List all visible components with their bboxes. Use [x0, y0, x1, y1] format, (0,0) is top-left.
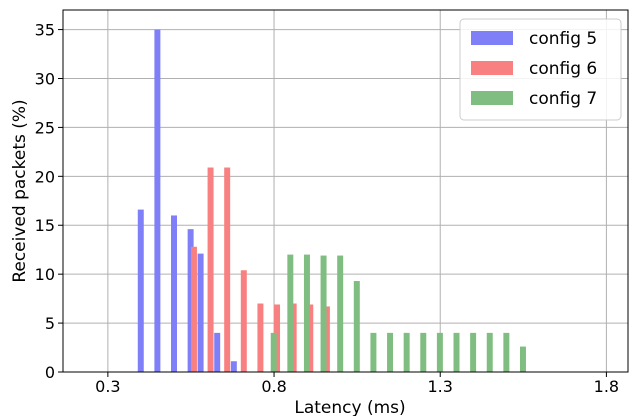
bar-series-2: [323, 306, 330, 372]
y-tick-label: 20: [35, 167, 55, 186]
bar-series-3: [486, 332, 493, 372]
x-axis-label: Latency (ms): [294, 398, 405, 416]
plot-frame: [62, 9, 629, 373]
bars: [137, 29, 526, 373]
axis-ticks: 0.3 0.8 1.3 1.8 0 5 10 15 20 25 30 35: [35, 21, 619, 396]
bar-series-2: [274, 304, 281, 372]
bar-series-3: [270, 332, 277, 372]
bar-series-1: [171, 215, 177, 372]
x-tick-label: 0.8: [261, 377, 286, 396]
bar-series-2: [257, 303, 264, 372]
bar-series-2: [240, 270, 247, 372]
bar-series-2: [224, 167, 231, 372]
bar-series-3: [470, 332, 477, 372]
bar-series-3: [387, 332, 394, 372]
bar-series-3: [519, 346, 526, 372]
bar-series-3: [303, 254, 310, 372]
y-tick-label: 0: [45, 363, 55, 382]
bar-series-3: [320, 255, 327, 372]
y-tick-label: 30: [35, 69, 55, 88]
bar-series-3: [403, 332, 410, 372]
legend: config 5 config 6 config 7: [459, 18, 622, 121]
y-axis-label: Received packets (%): [10, 99, 30, 282]
x-tick-label: 1.8: [594, 377, 619, 396]
bar-series-2: [307, 304, 314, 372]
bar-series-3: [353, 281, 360, 372]
y-tick-label: 35: [35, 21, 55, 40]
legend-swatch: [471, 91, 513, 105]
legend-label: config 5: [529, 29, 597, 49]
bar-series-2: [290, 303, 297, 372]
bar-series-1: [137, 209, 144, 372]
y-tick-label: 25: [35, 118, 55, 137]
legend-label: config 6: [529, 59, 597, 79]
bar-series-1: [230, 361, 237, 372]
legend-swatch: [471, 61, 513, 75]
legend-label: config 7: [529, 89, 597, 109]
x-tick-label: 0.3: [95, 377, 120, 396]
legend-swatch: [471, 31, 513, 45]
bar-series-3: [420, 332, 427, 372]
y-tick-label: 5: [45, 314, 55, 333]
x-tick-label: 1.3: [427, 377, 452, 396]
bar-series-3: [287, 254, 294, 372]
bar-series-3: [453, 332, 460, 372]
bar-series-3: [503, 332, 510, 372]
bar-series-2: [190, 246, 197, 372]
y-tick-label: 15: [35, 216, 55, 235]
bar-series-3: [337, 255, 344, 372]
bar-series-3: [370, 332, 377, 372]
bar-series-2: [207, 167, 214, 372]
bar-series-3: [436, 332, 443, 372]
bar-series-1: [197, 253, 204, 372]
bar-series-1: [214, 332, 221, 372]
bar-series-1: [154, 29, 161, 373]
y-tick-label: 10: [35, 265, 55, 284]
bar-series-1: [187, 229, 194, 372]
